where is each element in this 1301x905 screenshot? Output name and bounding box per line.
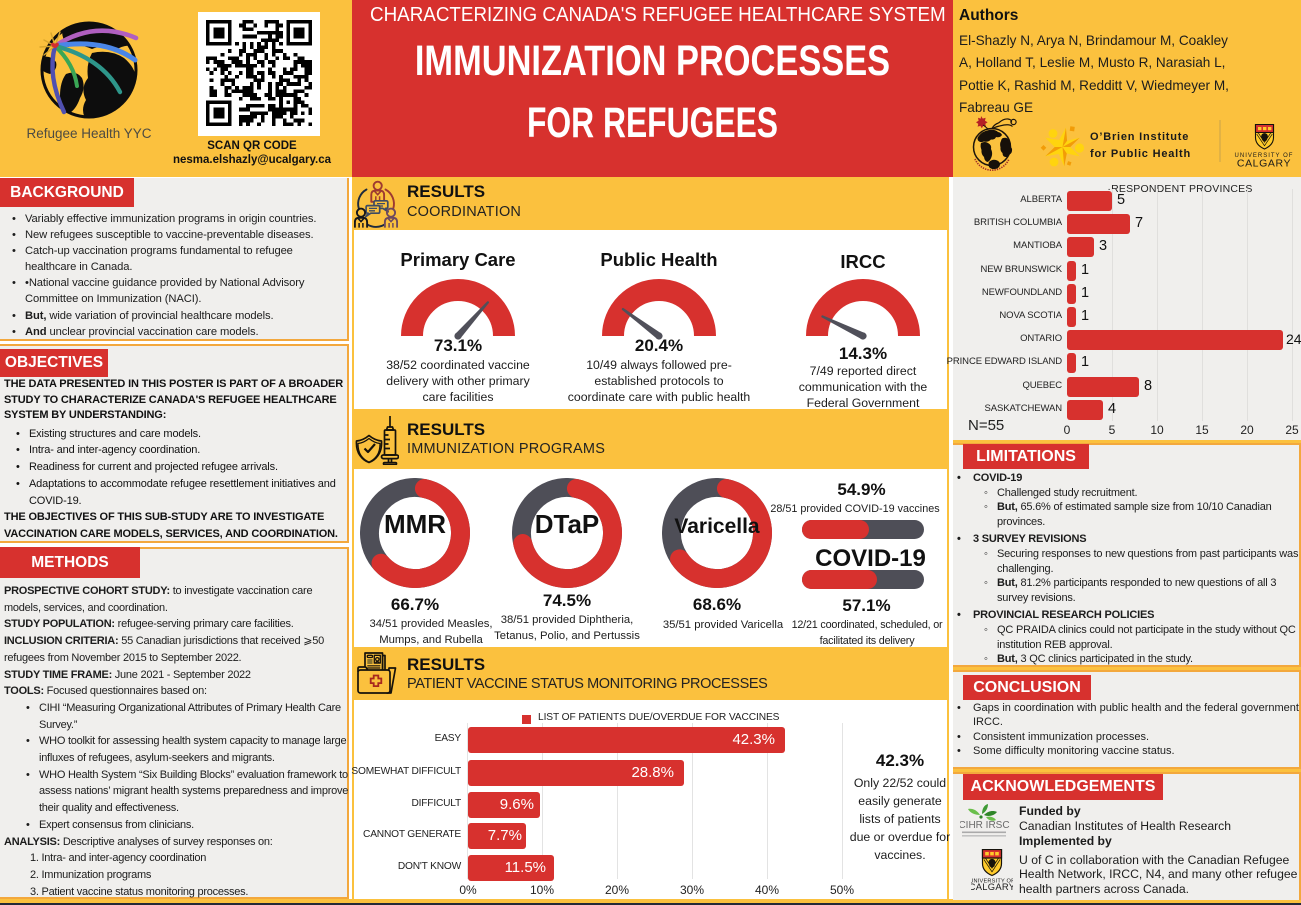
svg-text:CIHR IRSC: CIHR IRSC: [960, 820, 1010, 831]
svg-text:for Public Health: for Public Health: [1090, 148, 1191, 160]
svg-text:UNIVERSITY OF: UNIVERSITY OF: [971, 879, 1013, 885]
svg-text:UNIVERSITY OF: UNIVERSITY OF: [1235, 153, 1294, 159]
svg-text:CALGARY: CALGARY: [971, 881, 1013, 891]
svg-text:O’Brien Institute: O’Brien Institute: [1090, 131, 1189, 143]
svg-text:CALGARY: CALGARY: [1237, 158, 1291, 170]
